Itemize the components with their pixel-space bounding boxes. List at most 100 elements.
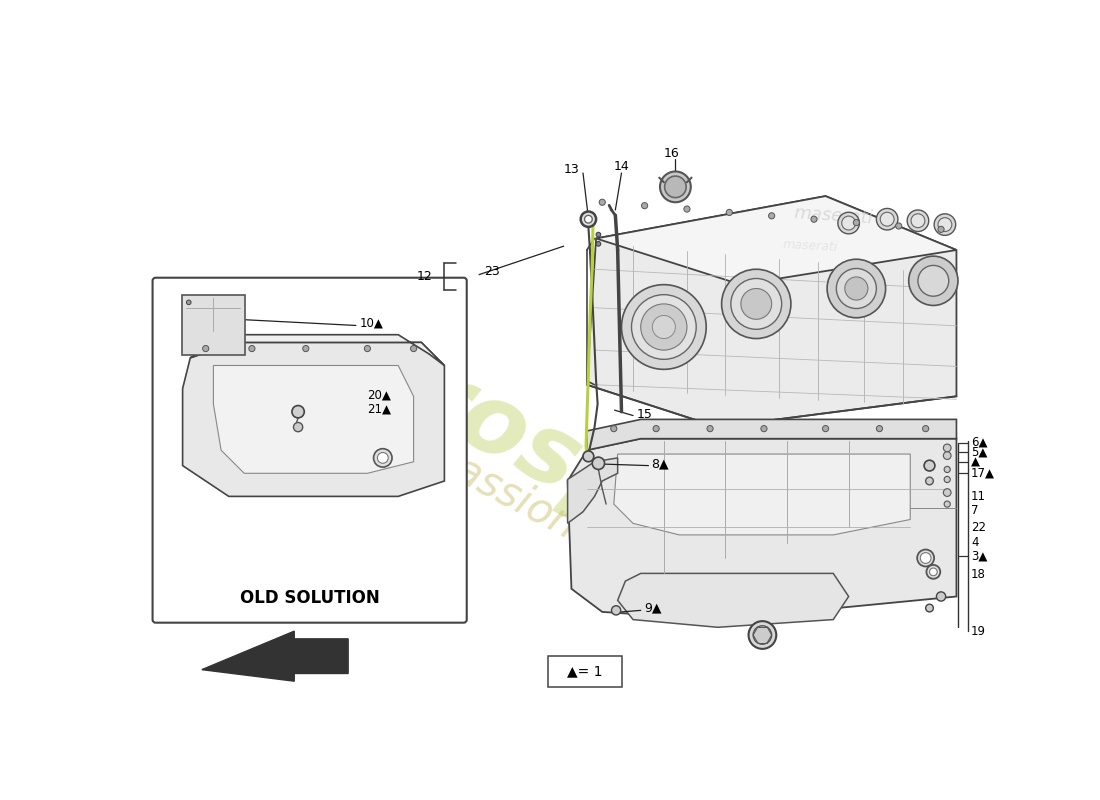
- Text: 11: 11: [971, 490, 986, 503]
- Polygon shape: [568, 438, 957, 619]
- Circle shape: [600, 199, 605, 206]
- Circle shape: [877, 209, 898, 230]
- Polygon shape: [614, 454, 911, 535]
- Polygon shape: [213, 366, 414, 474]
- Circle shape: [410, 346, 417, 352]
- Text: 13: 13: [563, 162, 580, 176]
- Circle shape: [761, 426, 767, 432]
- Circle shape: [845, 277, 868, 300]
- Text: 22: 22: [971, 521, 986, 534]
- Polygon shape: [202, 631, 348, 682]
- Text: OLD SOLUTION: OLD SOLUTION: [240, 589, 380, 607]
- Circle shape: [377, 453, 388, 463]
- Circle shape: [748, 621, 777, 649]
- Polygon shape: [568, 458, 618, 523]
- Circle shape: [836, 269, 877, 309]
- Circle shape: [944, 476, 950, 482]
- Text: 15: 15: [637, 407, 652, 421]
- Circle shape: [854, 219, 859, 226]
- Text: 4: 4: [971, 536, 979, 549]
- Circle shape: [926, 604, 933, 612]
- Circle shape: [664, 176, 686, 198]
- Circle shape: [612, 606, 620, 615]
- Circle shape: [909, 256, 958, 306]
- Circle shape: [944, 501, 950, 507]
- Circle shape: [684, 206, 690, 212]
- Circle shape: [877, 426, 882, 432]
- Circle shape: [621, 285, 706, 370]
- Circle shape: [917, 266, 948, 296]
- Circle shape: [926, 477, 933, 485]
- Circle shape: [653, 426, 659, 432]
- Circle shape: [769, 213, 774, 219]
- Text: 10▲: 10▲: [360, 317, 384, 330]
- Text: 17▲: 17▲: [971, 467, 996, 480]
- Circle shape: [924, 460, 935, 471]
- Circle shape: [823, 426, 828, 432]
- Polygon shape: [587, 419, 957, 450]
- Circle shape: [186, 300, 191, 305]
- Circle shape: [652, 315, 675, 338]
- Text: a passion for parts: a passion for parts: [390, 418, 752, 637]
- Circle shape: [631, 294, 696, 359]
- Circle shape: [936, 592, 946, 601]
- Text: ▲: ▲: [971, 455, 980, 468]
- Circle shape: [294, 422, 302, 432]
- Circle shape: [930, 568, 937, 576]
- Text: ▲= 1: ▲= 1: [568, 664, 603, 678]
- Circle shape: [641, 202, 648, 209]
- Polygon shape: [596, 196, 957, 285]
- Polygon shape: [587, 196, 957, 427]
- Circle shape: [842, 216, 856, 230]
- Circle shape: [374, 449, 392, 467]
- Circle shape: [640, 304, 686, 350]
- Circle shape: [726, 210, 733, 215]
- Circle shape: [908, 210, 928, 231]
- Circle shape: [911, 214, 925, 228]
- Circle shape: [249, 346, 255, 352]
- Circle shape: [583, 451, 594, 462]
- Text: 7: 7: [971, 504, 979, 517]
- Text: 23: 23: [484, 265, 500, 278]
- Circle shape: [754, 626, 772, 644]
- Circle shape: [917, 550, 934, 566]
- Text: 12: 12: [417, 270, 433, 282]
- Circle shape: [895, 223, 902, 229]
- Circle shape: [880, 212, 894, 226]
- Circle shape: [707, 426, 713, 432]
- Text: 6▲: 6▲: [971, 436, 988, 449]
- Text: 14: 14: [614, 160, 629, 174]
- Circle shape: [741, 289, 772, 319]
- Circle shape: [584, 215, 592, 223]
- Circle shape: [944, 489, 952, 496]
- Text: 19: 19: [971, 625, 986, 638]
- Circle shape: [596, 242, 601, 246]
- Circle shape: [934, 214, 956, 235]
- FancyBboxPatch shape: [548, 656, 623, 686]
- Circle shape: [921, 553, 931, 563]
- Circle shape: [944, 444, 952, 452]
- Circle shape: [923, 426, 928, 432]
- FancyBboxPatch shape: [153, 278, 466, 622]
- Circle shape: [596, 232, 601, 237]
- Circle shape: [660, 171, 691, 202]
- FancyBboxPatch shape: [182, 295, 245, 354]
- Text: eurospare: eurospare: [280, 286, 816, 630]
- Circle shape: [938, 218, 952, 231]
- Circle shape: [202, 346, 209, 352]
- Circle shape: [926, 565, 940, 578]
- Text: maserati: maserati: [782, 238, 838, 254]
- Polygon shape: [190, 334, 444, 366]
- Circle shape: [827, 259, 886, 318]
- Circle shape: [364, 346, 371, 352]
- Circle shape: [592, 457, 605, 470]
- Circle shape: [838, 212, 859, 234]
- Circle shape: [292, 406, 305, 418]
- Circle shape: [944, 452, 952, 459]
- Circle shape: [610, 426, 617, 432]
- Circle shape: [944, 466, 950, 473]
- Text: 16: 16: [663, 147, 680, 160]
- Circle shape: [730, 278, 782, 330]
- Text: 3▲: 3▲: [971, 550, 988, 563]
- Text: 18: 18: [971, 569, 986, 582]
